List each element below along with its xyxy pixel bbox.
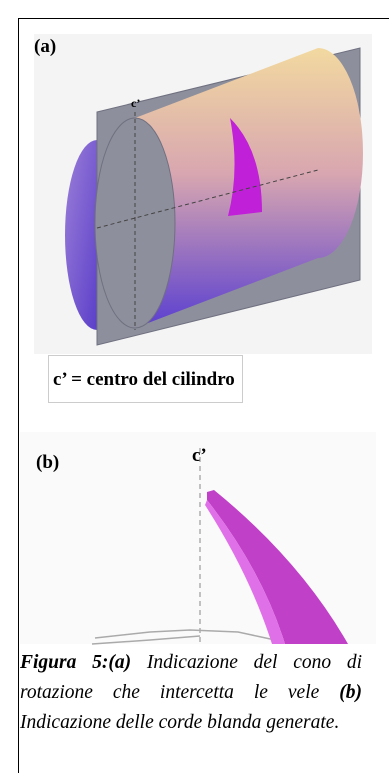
caption-text: Indicazione delle corde blanda generate. [20,712,339,733]
legend: c’ = centro del cilindro [48,355,243,403]
point-label: c’ [192,445,207,467]
page: (a) c’ c’ = centro del cilindro (b) c’ F… [0,0,389,773]
point-label: c’ [131,96,140,111]
caption-part: (b) [339,682,362,703]
caption-figure: Figura 5:(a) [20,652,131,673]
panel-label: (b) [36,452,59,474]
panel-label: (a) [34,36,56,58]
caption: Figura 5:(a) Indicazione del cono di rot… [20,648,362,738]
